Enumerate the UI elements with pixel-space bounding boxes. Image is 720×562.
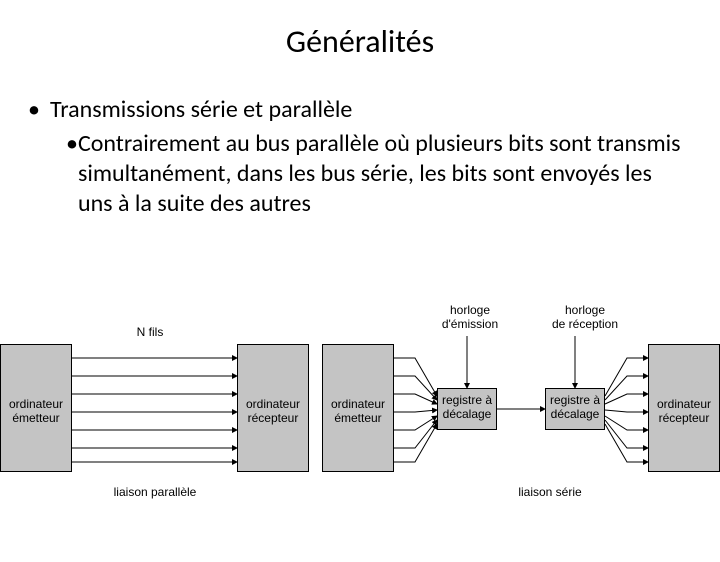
- slide-body: • Transmissions série et parallèle • Con…: [0, 95, 720, 219]
- bullet-level1: • Transmissions série et parallèle: [28, 95, 690, 125]
- bullet-level2: • Contrairement au bus parallèle où plus…: [66, 129, 690, 219]
- slide-title: Généralités: [0, 22, 720, 61]
- bullet-dot: •: [66, 129, 78, 219]
- bullet-dot: •: [28, 95, 50, 125]
- diagram-area: ordinateur émetteur ordinateur récepteur…: [0, 322, 720, 532]
- bullet-text: Transmissions série et parallèle: [50, 95, 352, 125]
- serial-wires: [0, 322, 720, 522]
- bullet-text: Contrairement au bus parallèle où plusie…: [78, 129, 690, 219]
